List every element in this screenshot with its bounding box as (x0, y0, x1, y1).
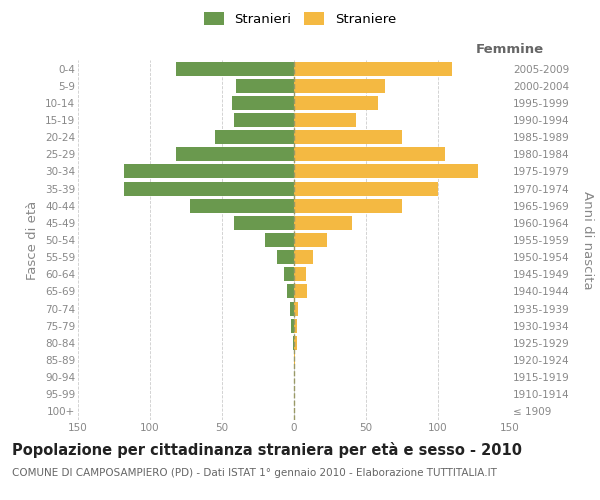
Y-axis label: Anni di nascita: Anni di nascita (581, 190, 593, 290)
Bar (284, 268, 294, 281)
Bar (294, 268, 305, 281)
Bar (233, 113, 294, 127)
Y-axis label: Fasce di età: Fasce di età (26, 200, 40, 280)
Bar (294, 130, 402, 144)
Bar (294, 302, 298, 316)
Bar (294, 318, 297, 332)
Bar (294, 216, 352, 230)
Bar (294, 62, 452, 76)
Bar (294, 233, 327, 247)
Bar (294, 353, 295, 367)
Bar (294, 198, 402, 212)
Bar (294, 148, 445, 162)
Bar (124, 182, 294, 196)
Legend: Stranieri, Straniere: Stranieri, Straniere (199, 6, 401, 32)
Bar (236, 78, 294, 92)
Bar (265, 233, 294, 247)
Bar (294, 284, 307, 298)
Bar (190, 198, 294, 212)
Bar (277, 250, 294, 264)
Bar (215, 130, 294, 144)
Bar (294, 78, 385, 92)
Bar (233, 216, 294, 230)
Bar (294, 250, 313, 264)
Text: COMUNE DI CAMPOSAMPIERO (PD) - Dati ISTAT 1° gennaio 2010 - Elaborazione TUTTITA: COMUNE DI CAMPOSAMPIERO (PD) - Dati ISTA… (12, 468, 497, 477)
Text: Popolazione per cittadinanza straniera per età e sesso - 2010: Popolazione per cittadinanza straniera p… (12, 442, 522, 458)
Bar (294, 164, 478, 178)
Bar (287, 284, 294, 298)
Bar (294, 113, 356, 127)
Bar (293, 336, 294, 350)
Bar (232, 96, 294, 110)
Bar (294, 182, 438, 196)
Bar (124, 164, 294, 178)
Bar (294, 96, 377, 110)
Bar (176, 148, 294, 162)
Text: Femmine: Femmine (476, 44, 544, 57)
Bar (294, 336, 297, 350)
Bar (290, 302, 294, 316)
Bar (176, 62, 294, 76)
Bar (291, 318, 294, 332)
